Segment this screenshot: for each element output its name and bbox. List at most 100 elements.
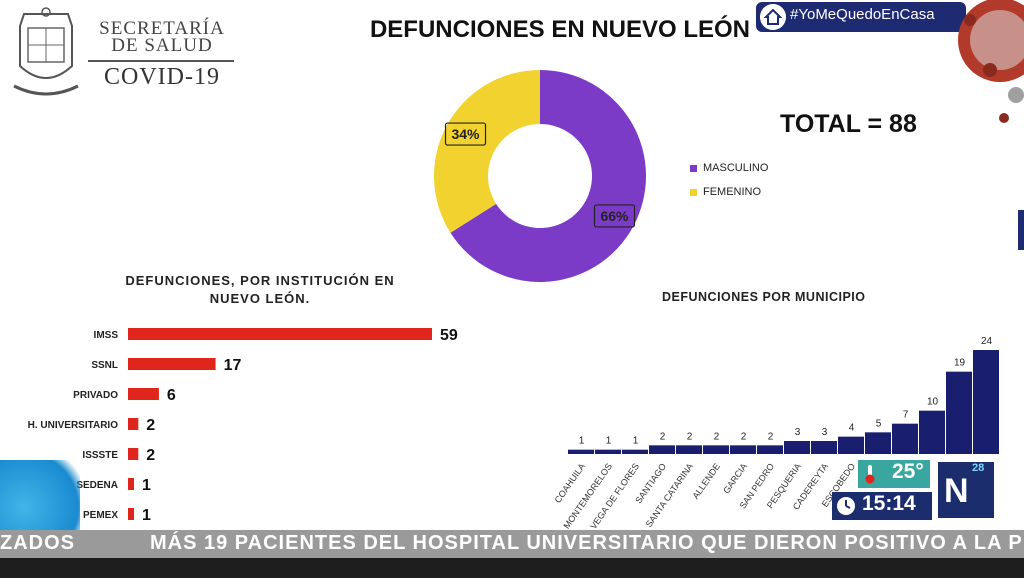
channel-number: 28 (972, 462, 985, 474)
state-seal-logo (13, 7, 79, 96)
institution-bar (128, 358, 216, 370)
temperature-value: 25° (892, 460, 924, 483)
municipio-value: 4 (849, 423, 855, 434)
edge-marker (1018, 210, 1024, 250)
gender-donut-chart: 66% 34% (434, 70, 646, 282)
legend-swatch-femenino (690, 188, 697, 196)
municipio-bar (811, 441, 837, 454)
municipio-value: 1 (606, 436, 612, 447)
municipio-bar (946, 371, 972, 454)
institution-label: ISSSTE (82, 450, 118, 461)
municipio-value: 2 (687, 431, 693, 442)
municipio-bar (730, 445, 756, 454)
institution-value: 6 (167, 387, 176, 404)
municipio-bar (757, 445, 783, 454)
municipio-value: 1 (633, 436, 639, 447)
institution-bar (128, 478, 134, 490)
institution-value: 1 (142, 477, 151, 494)
municipio-label: GARCIA (721, 461, 749, 495)
donut-slice-femenino (434, 70, 540, 233)
municipio-bar (568, 449, 594, 454)
municipio-bar (838, 436, 864, 454)
municipio-value: 2 (660, 431, 666, 442)
municipio-bar (973, 350, 999, 454)
municipio-bar (703, 445, 729, 454)
covid-label: COVID-19 (104, 64, 220, 90)
municipio-value: 7 (903, 410, 909, 421)
municipio-bar (784, 441, 810, 454)
legend-item-masculino: MASCULINO (690, 156, 768, 180)
municipio-value: 3 (795, 427, 801, 438)
municipio-bar (919, 410, 945, 454)
institution-label: PEMEX (83, 510, 118, 521)
virus-illustration (958, 0, 1024, 123)
time-value: 15:14 (862, 492, 916, 515)
institution-value: 1 (142, 507, 151, 524)
institution-value: 2 (146, 447, 155, 464)
municipio-bar (676, 445, 702, 454)
page-title: DEFUNCIONES EN NUEVO LEÓN (369, 16, 751, 43)
municipio-value: 2 (741, 431, 747, 442)
ticker-headline: MÁS 19 PACIENTES DEL HOSPITAL UNIVERSITA… (150, 532, 1023, 554)
hashtag-banner (756, 2, 966, 32)
legend-label-femenino: FEMENINO (703, 186, 762, 198)
secretaria-line1: SECRETARÍA (99, 18, 225, 39)
municipio-label: ALLENDE (690, 461, 722, 500)
municipio-value: 1 (579, 436, 585, 447)
secretaria-de-salud-label: SECRETARÍA DE SALUD (92, 18, 232, 56)
home-icon (760, 4, 786, 30)
gender-legend: MASCULINO FEMENINO (690, 156, 768, 204)
municipio-value: 19 (954, 358, 966, 369)
institution-label: H. UNIVERSITARIO (28, 420, 119, 431)
municipio-value: 5 (876, 418, 882, 429)
institution-chart-title: DEFUNCIONES, POR INSTITUCIÓN EN NUEVO LE… (110, 272, 410, 308)
municipio-value: 3 (822, 427, 828, 438)
institution-bar-chart: IMSS 59 SSNL 17 PRIVADO 6 H. UNIVERSITARIO 2 ISS… (28, 327, 458, 524)
municipio-label: VEGA DE FLORES (588, 461, 641, 530)
institution-bar (128, 328, 432, 340)
legend-label-masculino: MASCULINO (703, 162, 769, 174)
channel-logo-box (936, 460, 996, 520)
institution-value: 59 (440, 327, 458, 344)
municipio-bar (892, 423, 918, 454)
institution-bar (128, 448, 139, 460)
total-deaths: TOTAL = 88 (780, 110, 917, 138)
hashtag-text: #YoMeQuedoEnCasa (790, 6, 935, 23)
institution-value: 17 (224, 357, 242, 374)
bottom-bar (0, 558, 1024, 578)
donut-label-masculino: 66% (593, 204, 636, 228)
municipio-label: SANTA CATARINA (644, 461, 696, 529)
news-ticker (0, 530, 1024, 558)
channel-logo: N (944, 472, 969, 510)
svg-text:34%: 34% (451, 126, 480, 142)
institution-label: IMSS (94, 330, 119, 341)
donut-slice-masculino (450, 70, 646, 282)
municipio-value: 2 (768, 431, 774, 442)
legend-swatch-masculino (690, 164, 697, 172)
institution-label: PRIVADO (73, 390, 118, 401)
municipio-value: 24 (981, 336, 993, 347)
institution-bar (128, 508, 134, 520)
municipio-value: 10 (927, 397, 939, 408)
municipio-bar (622, 449, 648, 454)
legend-item-femenino: FEMENINO (690, 180, 768, 204)
institution-title-line1: DEFUNCIONES, POR INSTITUCIÓN EN (125, 273, 395, 288)
institution-label: SEDENA (76, 480, 118, 491)
clock-icon (837, 497, 855, 515)
institution-value: 2 (146, 417, 155, 434)
header-divider (88, 60, 234, 62)
municipio-value: 2 (714, 431, 720, 442)
municipio-bar (865, 432, 891, 454)
donut-label-femenino: 34% (444, 122, 487, 146)
municipio-bar (649, 445, 675, 454)
institution-bar (128, 418, 139, 430)
svg-text:66%: 66% (600, 208, 629, 224)
secretaria-line2: DE SALUD (111, 35, 213, 56)
municipio-bar (595, 449, 621, 454)
institution-bar (128, 388, 159, 400)
institution-title-line2: NUEVO LEÓN. (209, 291, 311, 306)
thermometer-icon (865, 465, 875, 484)
municipio-label: MONTEMORELOS (561, 461, 614, 530)
municipio-chart-title: DEFUNCIONES POR MUNICIPIO (662, 290, 866, 304)
